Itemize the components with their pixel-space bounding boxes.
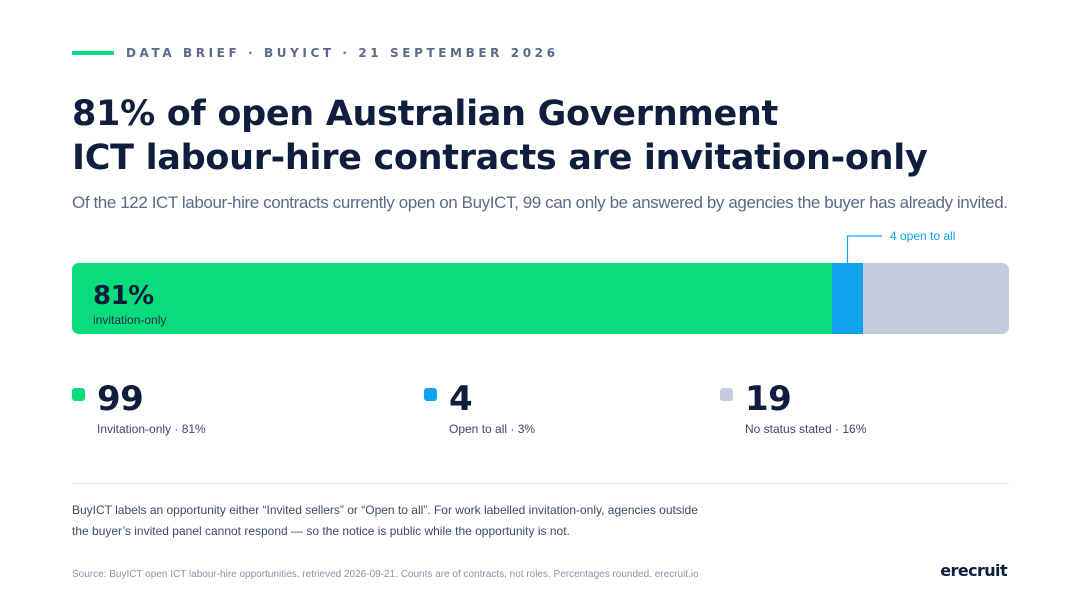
stat-label: Open to all · 3% — [449, 422, 536, 436]
eyebrow-text: DATA BRIEF · BUYICT · 21 SEPTEMBER 2026 — [126, 46, 559, 60]
source-note: Source: BuyICT open ICT labour-hire oppo… — [72, 569, 699, 580]
bar-segment-invitation-only — [72, 263, 832, 334]
stat-label: Invitation-only · 81% — [97, 422, 206, 436]
eyebrow: DATA BRIEF · BUYICT · 21 SEPTEMBER 2026 — [72, 44, 559, 62]
stat-number: 19 — [745, 379, 792, 419]
note-line-1: BuyICT labels an opportunity either “Inv… — [72, 503, 698, 517]
bar-label-percent: 81% — [93, 281, 154, 311]
explanatory-note: BuyICT labels an opportunity either “Inv… — [72, 500, 698, 542]
stat-swatch — [720, 388, 733, 401]
callout-leader-line — [846, 235, 882, 263]
section-divider — [72, 483, 1009, 484]
bar-segment-open-to-all — [832, 263, 863, 334]
subtitle: Of the 122 ICT labour-hire contracts cur… — [72, 193, 1008, 212]
bar-inline-label: 81% invitation-only — [93, 281, 166, 327]
bar-label-caption: invitation-only — [93, 313, 167, 327]
stat-swatch — [424, 388, 437, 401]
title-line-2: ICT labour-hire contracts are invitation… — [72, 138, 928, 178]
page-title: 81% of open Australian Government ICT la… — [72, 92, 1012, 180]
eyebrow-accent-rule — [72, 51, 114, 55]
note-line-2: the buyer’s invited panel cannot respond… — [72, 524, 570, 538]
brand-logo: erecruit — [940, 561, 1007, 580]
bar-segment-no-status — [863, 263, 1009, 334]
stat-number: 99 — [97, 379, 144, 419]
stat-label: No status stated · 16% — [745, 422, 867, 436]
stat-number: 4 — [449, 379, 473, 419]
stacked-bar — [72, 263, 1009, 334]
stat-swatch — [72, 388, 85, 401]
title-line-1: 81% of open Australian Government — [72, 94, 778, 134]
callout-open-to-all: 4 open to all — [890, 229, 956, 243]
